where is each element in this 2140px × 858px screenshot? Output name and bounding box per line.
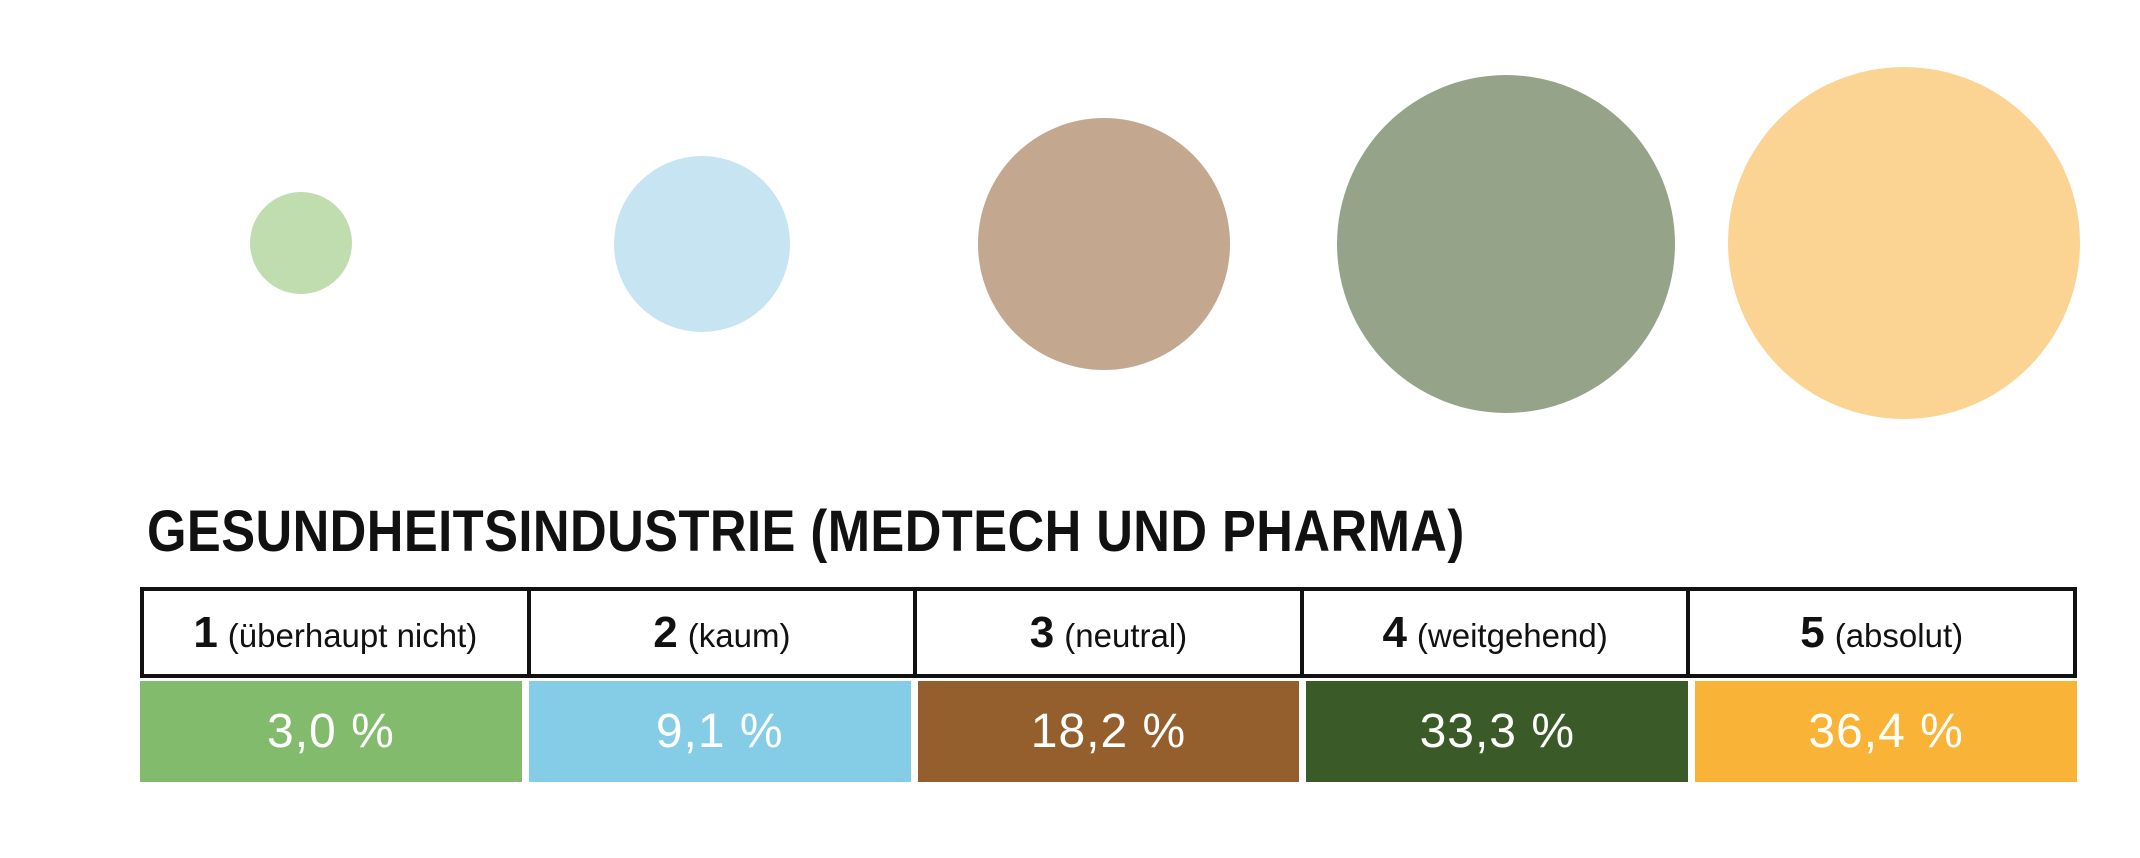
- rating-number: 2: [653, 608, 678, 657]
- rating-label: (kaum): [687, 617, 791, 654]
- percentage-cell-4: 33,3 %: [1306, 681, 1689, 782]
- percentage-cell-2: 9,1 %: [528, 681, 911, 782]
- bubble-rating-1: [250, 192, 352, 294]
- percentage-row: 3,0 % 9,1 % 18,2 % 33,3 % 36,4 %: [140, 681, 2077, 782]
- bubble-rating-2: [614, 156, 790, 332]
- bubble-rating-5: [1728, 67, 2080, 419]
- rating-number: 3: [1029, 608, 1055, 657]
- rating-label: (überhaupt nicht): [227, 617, 478, 654]
- header-cell-3: 3 (neutral): [917, 591, 1304, 674]
- rating-number: 4: [1382, 608, 1407, 657]
- percentage-cell-1: 3,0 %: [140, 681, 522, 782]
- rating-label: (weitgehend): [1416, 617, 1608, 654]
- header-cell-4: 4 (weitgehend): [1304, 591, 1691, 674]
- rating-header-row: 1 (überhaupt nicht) 2 (kaum) 3 (neutral) 4(…: [140, 587, 2077, 678]
- header-cell-1: 1 (überhaupt nicht): [144, 591, 531, 674]
- rating-label: (absolut): [1834, 617, 1964, 654]
- percentage-cell-3: 18,2 %: [917, 681, 1300, 782]
- bubble-rating-4: [1337, 75, 1675, 413]
- header-cell-5: 5 (absolut): [1690, 591, 2073, 674]
- rating-label: (neutral): [1064, 617, 1188, 654]
- rating-number: 1: [193, 608, 218, 657]
- rating-table: 1 (überhaupt nicht) 2 (kaum) 3 (neutral) 4(…: [140, 587, 2077, 782]
- rating-number: 5: [1800, 608, 1825, 657]
- chart-title: GESUNDHEITSINDUSTRIE (MEDTECH UND PHARMA…: [147, 499, 1465, 564]
- header-cell-2: 2 (kaum): [531, 591, 918, 674]
- percentage-cell-5: 36,4 %: [1695, 681, 2077, 782]
- bubble-rating-3: [978, 118, 1230, 370]
